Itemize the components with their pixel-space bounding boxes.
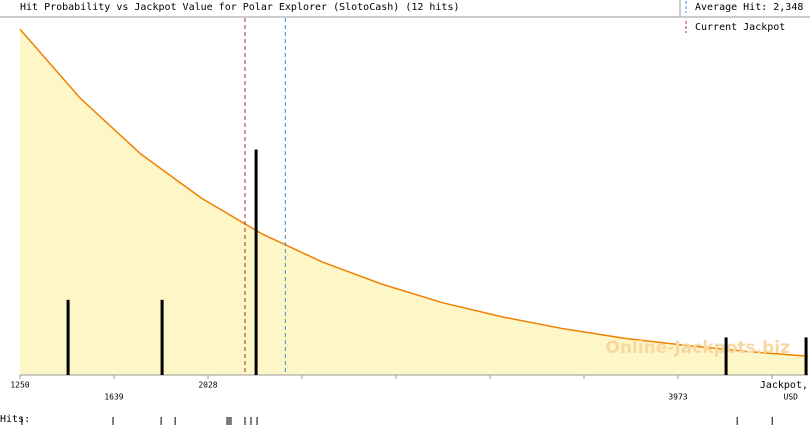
x-tick-label: 3973 (668, 393, 687, 402)
bar (160, 299, 164, 375)
x-tick-label: 1639 (104, 393, 123, 402)
probability-curve (19, 28, 809, 357)
bar (804, 337, 808, 375)
bar (66, 299, 70, 375)
watermark: Online-Jackpots.biz (605, 338, 790, 358)
average-legend-label: Average Hit: 2,348 (695, 2, 803, 13)
current-legend-label: Current Jackpot (695, 22, 785, 33)
x-tick-label: 2028 (198, 381, 217, 390)
x-axis-label: Jackpot, (760, 380, 808, 391)
bar (724, 337, 728, 375)
probability-area (20, 29, 808, 376)
x-tick-label: 1250 (10, 381, 29, 390)
x-axis-label: USD (784, 393, 799, 402)
bar (254, 149, 258, 375)
chart-title: Hit Probability vs Jackpot Value for Pol… (20, 2, 460, 13)
hits-label: Hits: (0, 414, 30, 425)
